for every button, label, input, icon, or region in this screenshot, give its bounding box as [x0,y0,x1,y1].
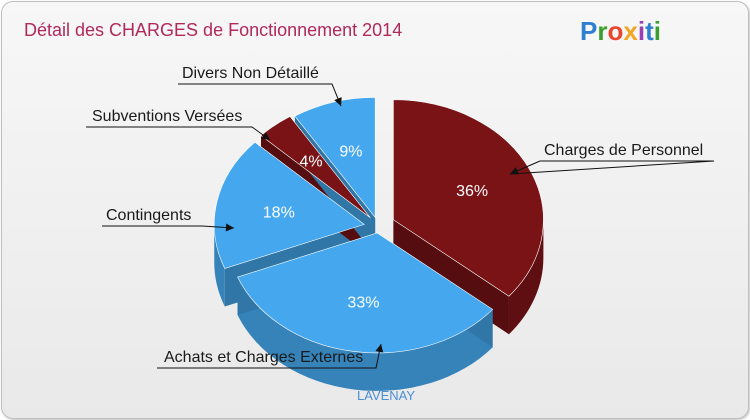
pie-callout-arrow [510,167,519,175]
pie-callout-line [86,126,271,141]
pie-percent-label: 4% [300,153,323,170]
pie-callout-line [178,83,342,107]
pie-callout-line [509,160,715,175]
proxiti-logo: Proxiti [580,16,661,46]
pie-category-label: Subventions Versées [92,108,242,125]
pie-callout-arrow [261,132,270,140]
pie-slice [260,116,371,218]
chart-subtitle: LAVENAY [357,388,415,403]
logo-letter: P [580,16,597,46]
pie-slice [393,99,544,297]
pie-slice [213,141,365,269]
pie-callout-arrow [334,97,342,106]
pie-slice-side [237,277,493,391]
logo-letter: o [607,16,623,46]
logo-letter: t [645,16,654,46]
pie-callout-line [102,225,235,229]
pie-callout-line [157,343,382,369]
pie-category-label: Achats et Charges Externes [164,349,363,366]
logo-letter: x [623,16,638,46]
pie-category-label: Contingents [106,207,191,224]
pie-slice-side [508,219,544,335]
logo-letter: r [597,16,607,46]
pie-slice [237,232,494,354]
pie-percent-labels: 36% 33% 18% 4% 9% [263,144,488,312]
pie-category-label: Charges de Personnel [544,142,703,159]
pie-percent-label: 33% [347,295,379,312]
chart-title: Détail des CHARGES de Fonctionnement 201… [24,20,402,40]
pie-category-label: Divers Non Détaillé [182,65,319,82]
pie-percent-label: 18% [263,204,295,221]
pie-slice-side [214,224,225,307]
pie-callout-arrow [375,344,384,353]
pie-callouts: Charges de Personnel Achats et Charges Ex… [86,65,715,369]
pie-slices [213,97,544,354]
pie-slice [294,97,376,219]
logo-letter: i [654,16,661,46]
logo-letter: i [638,16,645,46]
pie-callout-arrow [225,223,234,232]
pie-percent-label: 36% [456,183,488,200]
pie-percent-label: 9% [339,144,362,161]
